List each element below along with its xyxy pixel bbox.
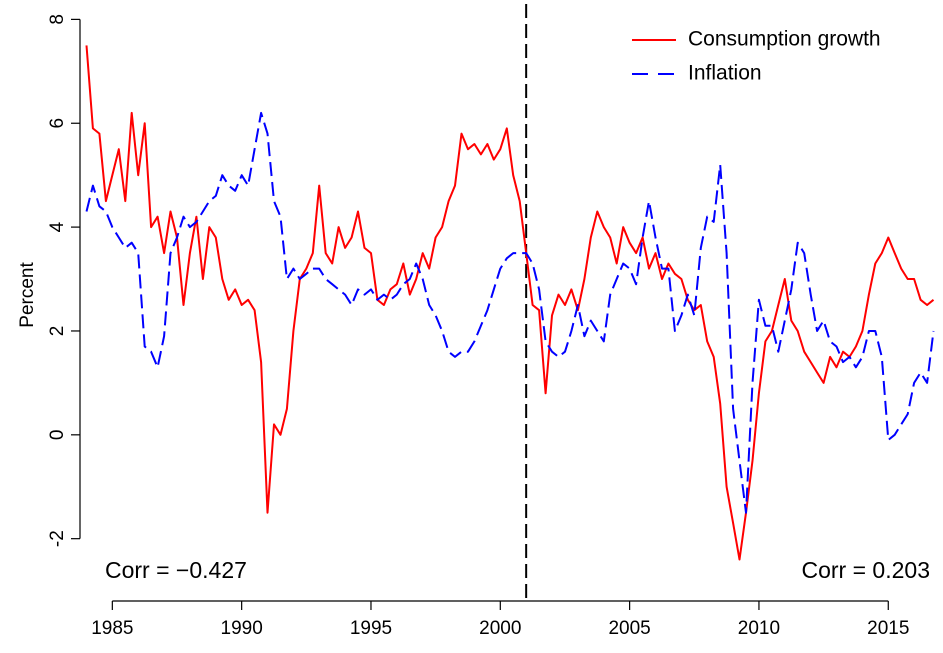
y-tick-label: 2	[47, 326, 68, 337]
x-tick-label: 1985	[91, 618, 133, 639]
series-line	[85, 45, 935, 561]
annotation: Corr = 0.203	[802, 557, 931, 583]
x-tick-label: 2000	[479, 618, 521, 639]
y-tick-label: 0	[47, 430, 68, 441]
x-tick-label: 1995	[350, 618, 392, 639]
legend-label: Consumption growth	[688, 28, 881, 51]
y-tick-label: 4	[47, 221, 68, 232]
legend-label: Inflation	[688, 62, 762, 85]
x-tick-label: 1990	[221, 618, 263, 639]
series-line	[85, 111, 935, 514]
x-tick-label: 2005	[608, 618, 650, 639]
y-tick-label: 6	[47, 118, 68, 129]
x-tick-label: 2015	[867, 618, 909, 639]
y-tick-label: -2	[47, 530, 68, 547]
y-tick-label: 8	[47, 14, 68, 25]
annotation: Corr = −0.427	[105, 557, 247, 583]
y-axis-label: Percent	[17, 262, 38, 328]
x-tick-label: 2010	[738, 618, 780, 639]
